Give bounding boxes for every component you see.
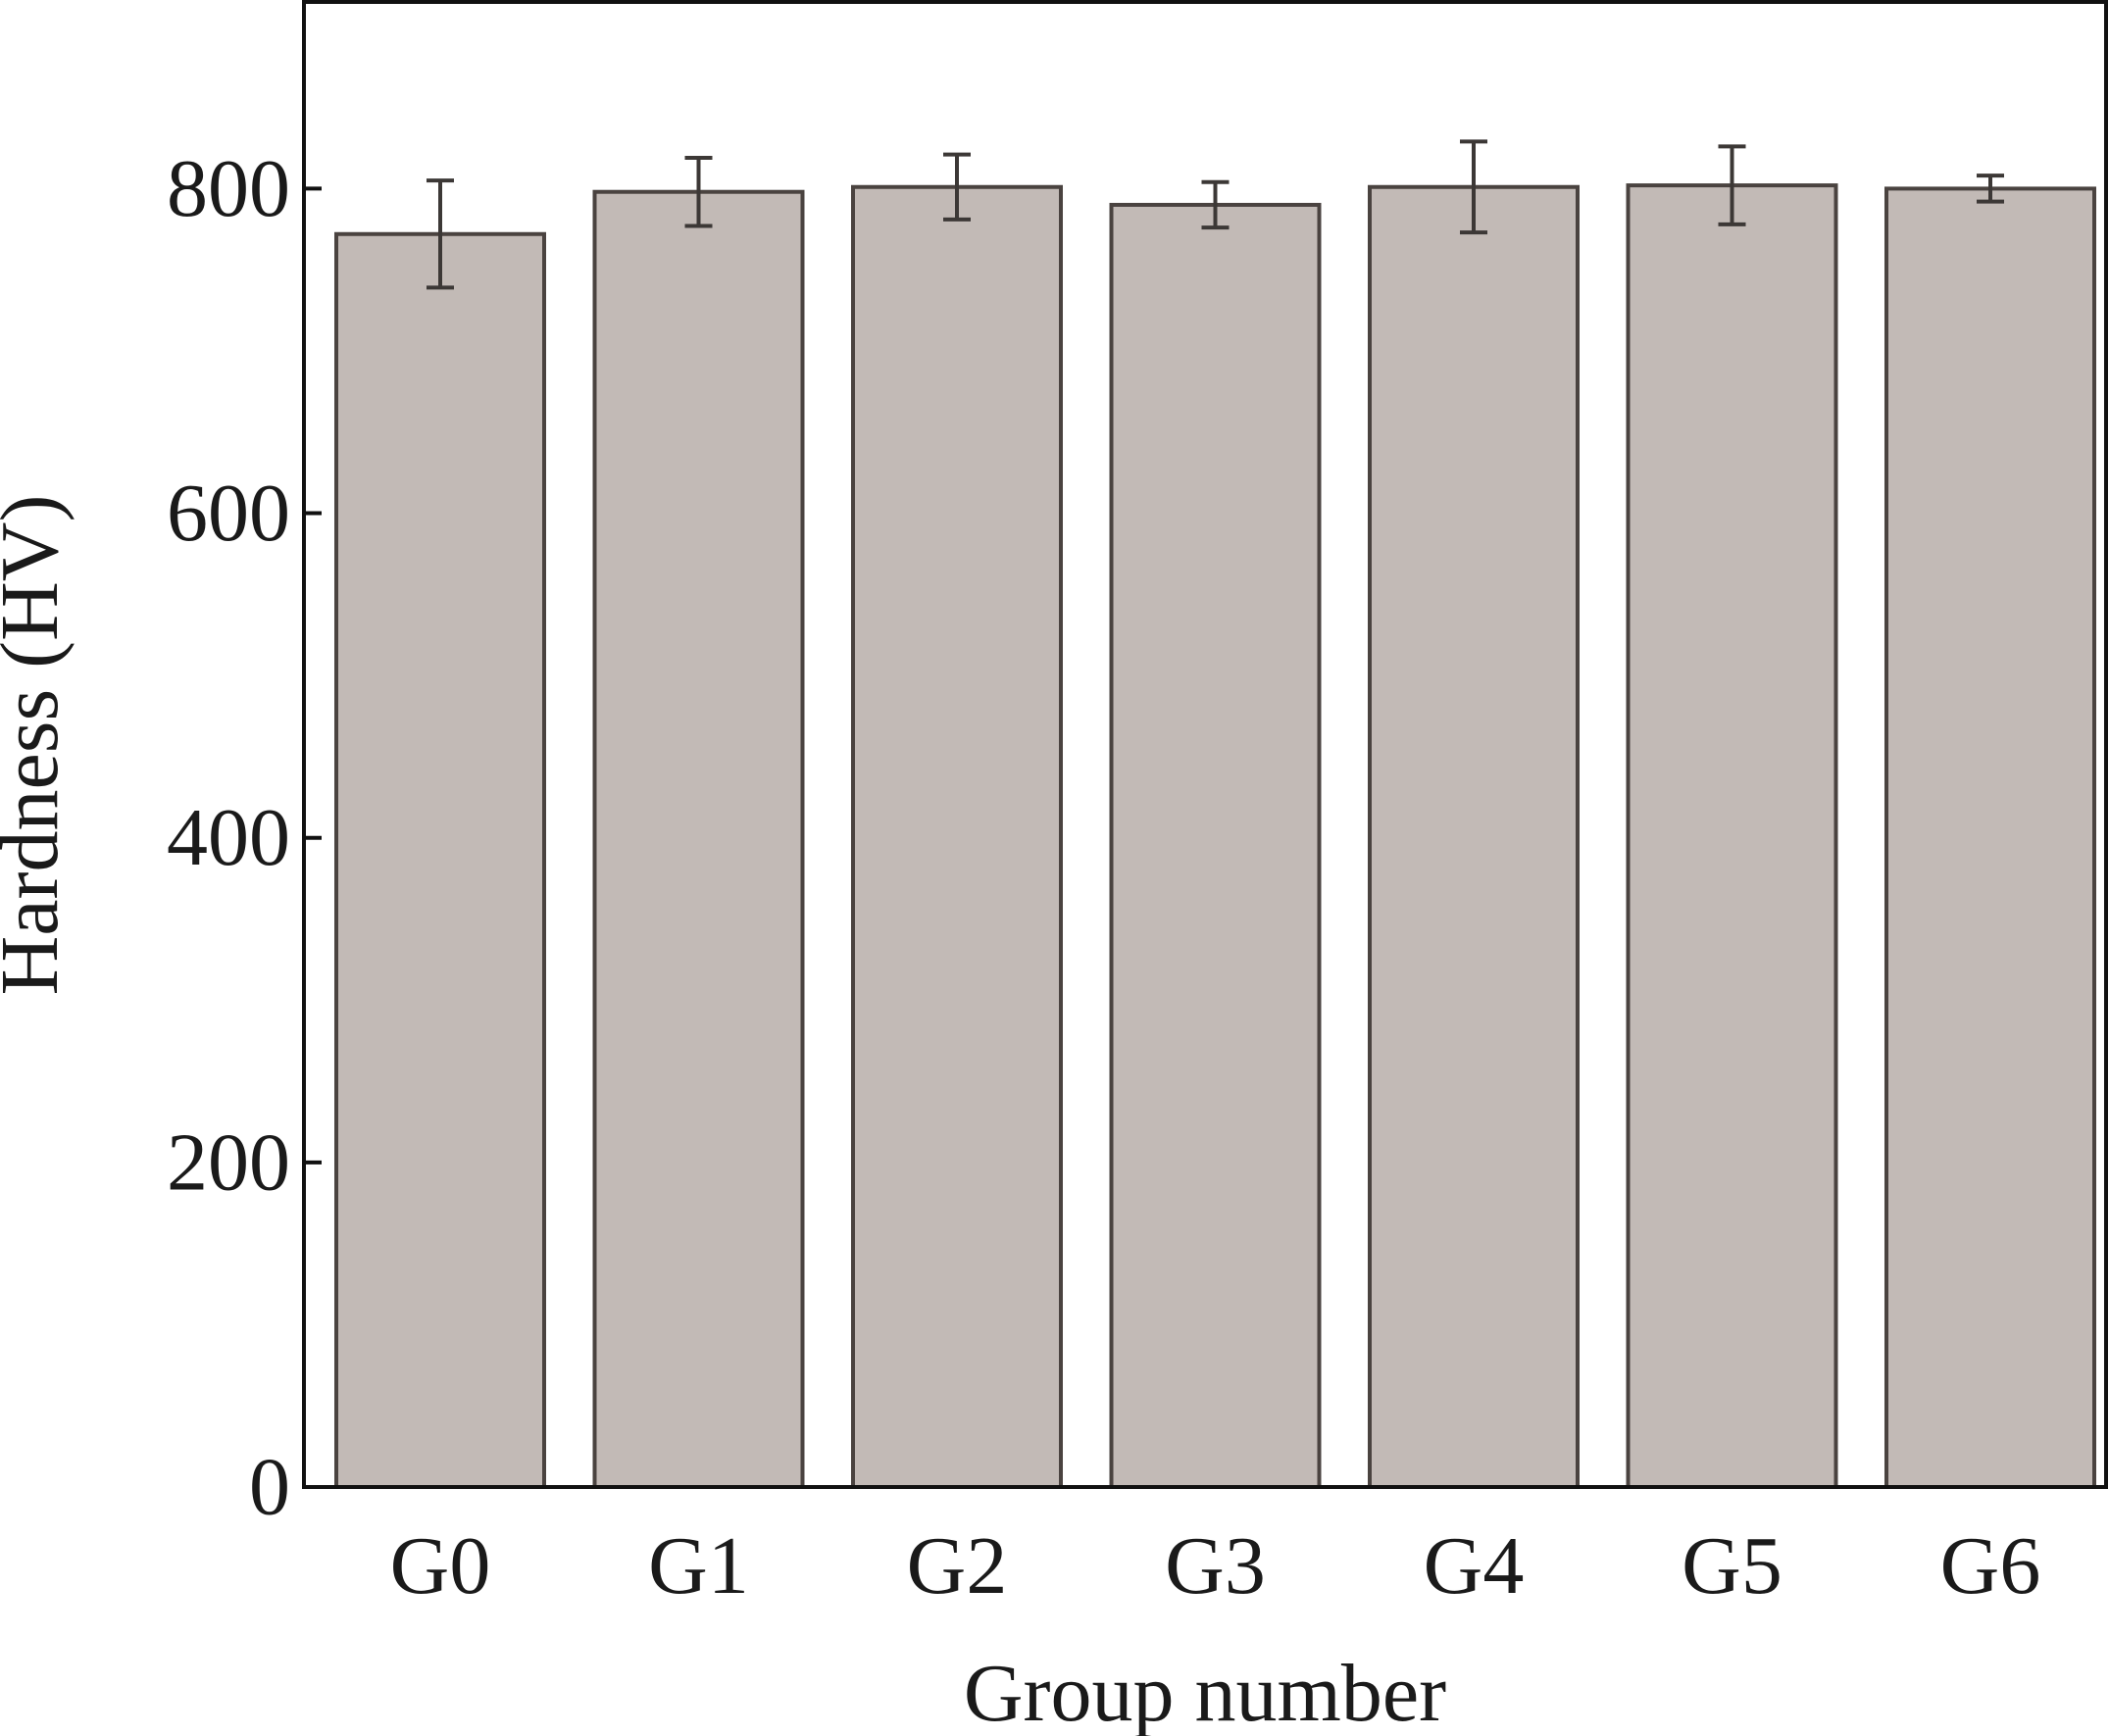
error-bar-g4 bbox=[1460, 139, 1487, 235]
y-axis-title: Hardness (HV) bbox=[0, 495, 75, 996]
bar-g4 bbox=[1368, 184, 1580, 1489]
bar-g2 bbox=[851, 184, 1063, 1489]
error-bar-g6 bbox=[1977, 174, 2004, 204]
x-tick-label: G5 bbox=[1682, 1520, 1783, 1612]
plot-frame bbox=[302, 0, 2108, 1489]
error-bar-g1 bbox=[684, 155, 713, 228]
bar-g3 bbox=[1109, 202, 1322, 1490]
bar-g5 bbox=[1626, 183, 1838, 1489]
x-tick-label: G4 bbox=[1424, 1520, 1525, 1612]
error-bars-layer bbox=[427, 139, 2004, 290]
bar-g6 bbox=[1884, 186, 2096, 1490]
error-bar-g0 bbox=[427, 178, 454, 290]
y-tick-label: 200 bbox=[167, 1116, 290, 1208]
error-bar-g5 bbox=[1718, 144, 1746, 226]
x-tick-label: G6 bbox=[1940, 1520, 2041, 1612]
error-bar-g2 bbox=[943, 152, 971, 222]
bars-layer bbox=[334, 183, 2096, 1490]
y-tick-label: 800 bbox=[167, 143, 290, 234]
y-tick-label: 0 bbox=[249, 1442, 290, 1533]
x-axis-title: Group number bbox=[964, 1648, 1446, 1736]
bar-g1 bbox=[592, 189, 805, 1489]
y-axis: 0 200 400 600 800 bbox=[167, 143, 322, 1533]
error-bar-g3 bbox=[1201, 179, 1230, 230]
y-tick-label: 400 bbox=[167, 792, 290, 883]
y-tick-label: 600 bbox=[167, 468, 290, 559]
x-tick-label: G3 bbox=[1165, 1520, 1266, 1612]
bar-g0 bbox=[334, 231, 546, 1489]
x-tick-label: G2 bbox=[907, 1520, 1008, 1612]
x-tick-label: G0 bbox=[390, 1520, 491, 1612]
x-axis: G0 G1 G2 G3 G4 G5 G6 bbox=[390, 1520, 2041, 1612]
x-tick-label: G1 bbox=[648, 1520, 749, 1612]
